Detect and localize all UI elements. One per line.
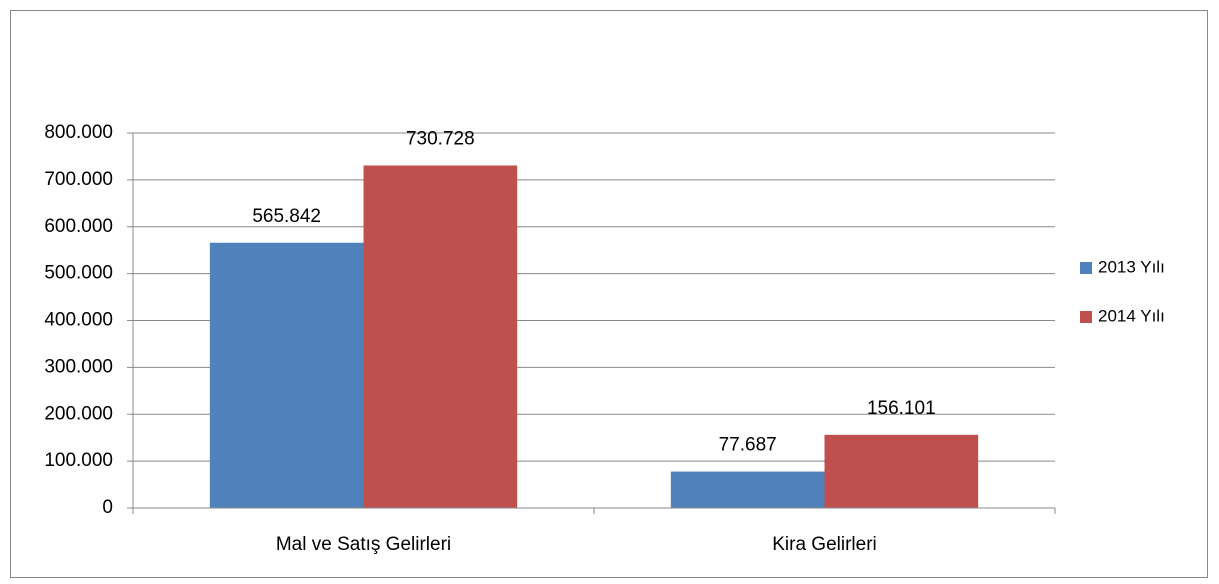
legend-swatch xyxy=(1080,311,1092,323)
y-tick-label: 300.000 xyxy=(44,356,113,377)
y-tick-label: 600.000 xyxy=(44,216,113,237)
y-tick-label: 100.000 xyxy=(44,450,113,471)
y-tick-label: 0 xyxy=(102,497,113,518)
y-tick-label: 500.000 xyxy=(44,263,113,284)
y-tick-label: 200.000 xyxy=(44,403,113,424)
y-tick-label: 800.000 xyxy=(44,122,113,143)
y-tick-label: 400.000 xyxy=(44,310,113,331)
x-tick-label: Kira Gelirleri xyxy=(772,534,877,555)
value-label: 156.101 xyxy=(867,398,936,419)
x-tick-label: Mal ve Satış Gelirleri xyxy=(276,534,451,555)
legend-swatch xyxy=(1080,262,1092,274)
bar xyxy=(209,242,364,508)
value-label: 77.687 xyxy=(719,435,777,456)
chart-frame xyxy=(10,10,1208,578)
y-tick-label: 700.000 xyxy=(44,169,113,190)
bar xyxy=(670,471,825,508)
bar xyxy=(824,434,979,508)
bar xyxy=(363,165,518,508)
value-label: 730.728 xyxy=(406,128,475,149)
value-label: 565.842 xyxy=(252,206,321,227)
legend-label: 2014 Yılı xyxy=(1098,306,1165,325)
legend-label: 2013 Yılı xyxy=(1098,257,1165,276)
